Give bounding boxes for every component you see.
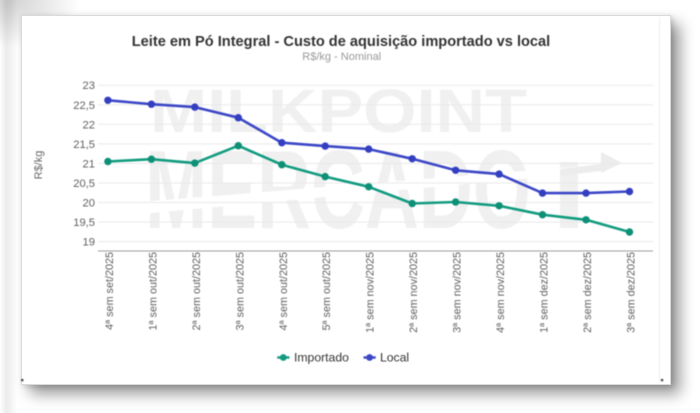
svg-text:R$/kg - Nominal: R$/kg - Nominal (302, 51, 381, 63)
svg-text:19: 19 (83, 237, 95, 249)
svg-text:20,5: 20,5 (73, 178, 95, 190)
svg-text:2ª sem out/2025: 2ª sem out/2025 (191, 252, 203, 330)
svg-text:4ª sem nov/2025: 4ª sem nov/2025 (495, 252, 507, 333)
svg-text:1ª sem out/2025: 1ª sem out/2025 (147, 252, 159, 330)
svg-text:4ª sem set/2025: 4ª sem set/2025 (104, 252, 116, 330)
svg-text:1ª sem dez/2025: 1ª sem dez/2025 (539, 252, 551, 333)
svg-text:23: 23 (83, 80, 95, 92)
svg-text:3ª sem dez/2025: 3ª sem dez/2025 (626, 252, 638, 333)
svg-text:2ª sem nov/2025: 2ª sem nov/2025 (408, 252, 420, 333)
svg-text:21: 21 (83, 158, 95, 170)
svg-text:22: 22 (83, 119, 95, 131)
svg-text:Local: Local (380, 351, 409, 365)
svg-text:R$/kg: R$/kg (33, 151, 45, 180)
svg-text:21,5: 21,5 (73, 139, 95, 151)
svg-text:5ª sem out/2025: 5ª sem out/2025 (321, 252, 333, 330)
svg-text:19,5: 19,5 (73, 217, 95, 229)
svg-text:20: 20 (83, 198, 95, 210)
svg-text:22,5: 22,5 (73, 100, 95, 112)
svg-text:4ª sem out/2025: 4ª sem out/2025 (278, 252, 290, 330)
svg-text:2ª sem dez/2025: 2ª sem dez/2025 (582, 252, 594, 333)
svg-text:3ª sem nov/2025: 3ª sem nov/2025 (452, 252, 464, 333)
svg-text:Importado: Importado (294, 351, 349, 365)
svg-text:3ª sem out/2025: 3ª sem out/2025 (234, 252, 246, 330)
svg-text:Leite em Pó Integral - Custo d: Leite em Pó Integral - Custo de aquisiçã… (132, 34, 550, 50)
svg-text:1ª sem nov/2025: 1ª sem nov/2025 (365, 252, 377, 333)
